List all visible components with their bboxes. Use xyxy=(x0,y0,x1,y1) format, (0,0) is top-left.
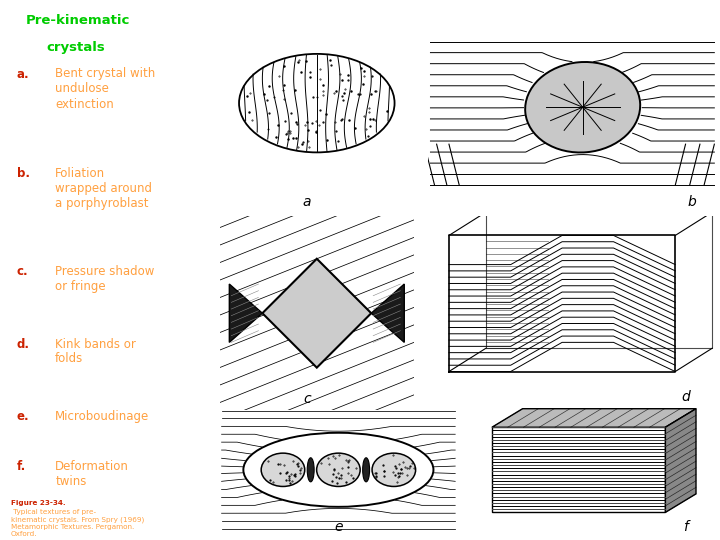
Ellipse shape xyxy=(363,458,369,482)
Ellipse shape xyxy=(239,54,395,152)
Text: e: e xyxy=(334,520,343,534)
Text: Microboudinage: Microboudinage xyxy=(55,410,150,423)
Text: Deformation
twins: Deformation twins xyxy=(55,460,129,488)
Polygon shape xyxy=(492,427,665,512)
Text: Bent crystal with
undulose
extinction: Bent crystal with undulose extinction xyxy=(55,68,156,111)
Text: a: a xyxy=(303,195,311,209)
Text: Pre-kinematic: Pre-kinematic xyxy=(25,14,130,26)
Polygon shape xyxy=(372,284,405,342)
Text: Figure 23-34.: Figure 23-34. xyxy=(11,500,66,505)
Polygon shape xyxy=(262,259,372,368)
Text: Kink bands or
folds: Kink bands or folds xyxy=(55,338,136,366)
Text: c: c xyxy=(303,392,311,406)
Text: e.: e. xyxy=(17,410,30,423)
Text: b: b xyxy=(688,195,696,209)
Text: b.: b. xyxy=(17,167,30,180)
Ellipse shape xyxy=(307,458,314,482)
Polygon shape xyxy=(665,409,696,512)
Text: f: f xyxy=(683,520,688,534)
Text: d: d xyxy=(681,390,690,404)
Text: f.: f. xyxy=(17,460,26,473)
Text: Foliation
wrapped around
a porphyroblast: Foliation wrapped around a porphyroblast xyxy=(55,167,152,211)
Text: Typical textures of pre-
kinematic crystals. From Spry (1969)
Metamorphic Textur: Typical textures of pre- kinematic cryst… xyxy=(11,509,144,537)
Text: c.: c. xyxy=(17,265,29,278)
Polygon shape xyxy=(492,409,696,427)
Ellipse shape xyxy=(525,62,640,152)
Ellipse shape xyxy=(317,453,360,487)
Text: d.: d. xyxy=(17,338,30,350)
Text: Pressure shadow
or fringe: Pressure shadow or fringe xyxy=(55,265,155,293)
Text: a.: a. xyxy=(17,68,30,80)
Text: crystals: crystals xyxy=(47,40,105,53)
Ellipse shape xyxy=(372,453,415,487)
Polygon shape xyxy=(229,284,262,342)
Ellipse shape xyxy=(261,453,305,487)
